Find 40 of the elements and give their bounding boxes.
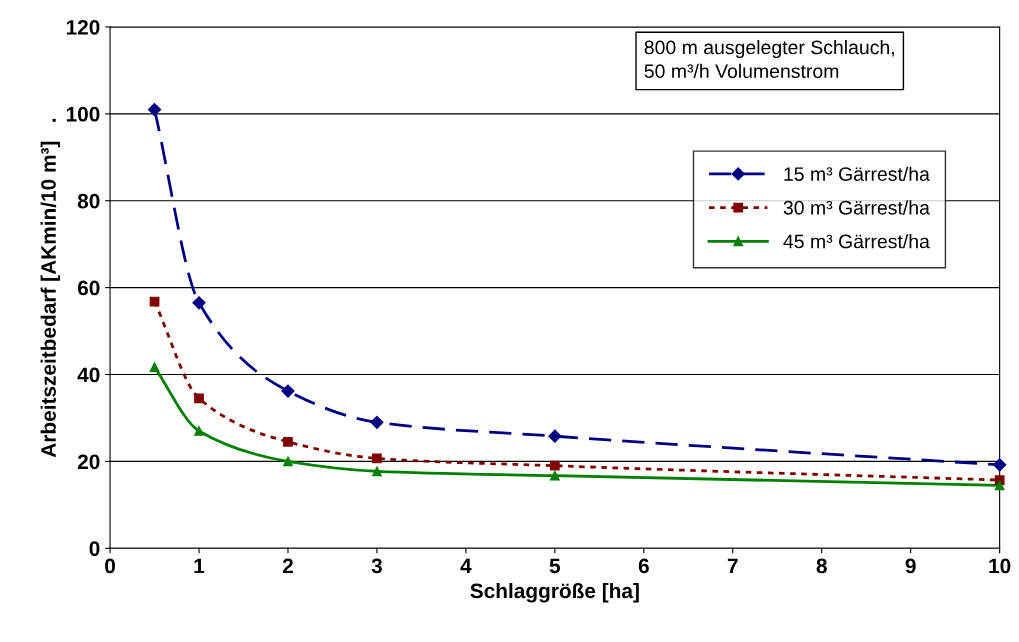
- y-axis-title: Arbeitszeitbedarf [AKmin/10 m³] .: [40, 118, 61, 458]
- point: [993, 458, 1007, 472]
- point: [372, 453, 382, 464]
- x-tick-label: 10: [989, 558, 1011, 574]
- y-tick-label: 40: [77, 367, 100, 383]
- y-tick-label: 120: [66, 19, 100, 35]
- x-tick-label: 7: [727, 558, 738, 574]
- point: [194, 426, 204, 436]
- legend-label: 15 m³ Gärrest/ha: [784, 166, 930, 181]
- point: [281, 384, 295, 398]
- x-tick-label: 8: [816, 558, 827, 574]
- point: [549, 470, 560, 481]
- y-tick-label: 0: [89, 541, 100, 557]
- point: [994, 480, 1005, 491]
- x-tick-label: 6: [638, 558, 649, 574]
- x-tick-label: 1: [194, 558, 205, 574]
- point: [549, 460, 560, 471]
- x-axis-title: Schlaggröße [ha]: [470, 582, 639, 603]
- point: [192, 296, 206, 310]
- y-tick-label: 80: [77, 193, 100, 209]
- x-tick-label: 5: [549, 558, 561, 574]
- point: [194, 393, 204, 404]
- legend-label: 30 m³ Gärrest/ha: [783, 200, 930, 215]
- point: [147, 102, 162, 117]
- x-tick-label: 3: [371, 558, 382, 574]
- x-tick-label: 2: [282, 558, 293, 574]
- point: [149, 362, 160, 372]
- legend-label: 45 m³ Gärrest/ha: [783, 234, 930, 249]
- x-tick-label: 9: [905, 558, 916, 574]
- point: [283, 436, 293, 447]
- y-tick-label: 60: [77, 280, 100, 296]
- annotation: 800 m ausgelegter Schlauch, 50 m³/h Volumenstrom: [644, 40, 894, 79]
- point: [370, 415, 384, 429]
- y-tick-label: 20: [77, 454, 100, 470]
- point: [372, 466, 382, 477]
- x-tick-label: 4: [460, 558, 472, 574]
- point: [548, 429, 562, 443]
- y-tick-label: 100: [66, 106, 100, 122]
- x-tick-label: 0: [105, 558, 115, 574]
- point: [283, 456, 293, 467]
